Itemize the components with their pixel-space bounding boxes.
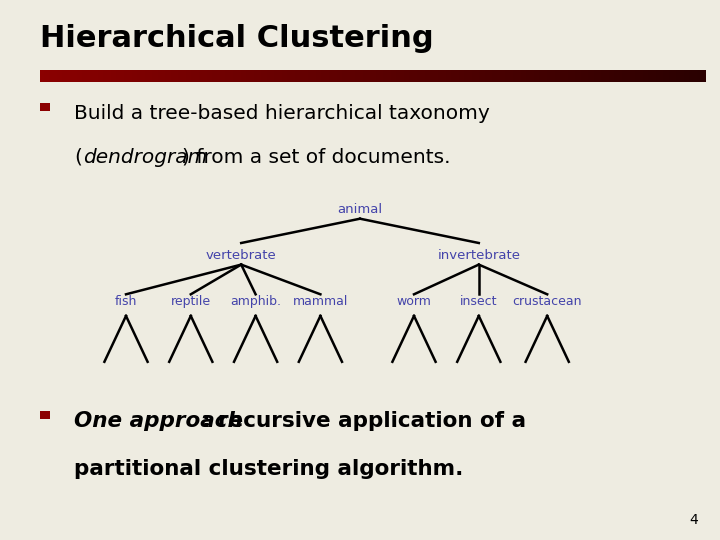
Text: (: ( [74,148,82,167]
Text: Hierarchical Clustering: Hierarchical Clustering [40,24,433,53]
Bar [40,411,50,418]
Text: One approach: One approach [74,411,243,431]
Text: reptile: reptile [171,295,211,308]
Text: vertebrate: vertebrate [206,249,276,262]
Text: Build a tree-based hierarchical taxonomy: Build a tree-based hierarchical taxonomy [74,104,490,123]
Text: worm: worm [397,295,431,308]
Text: partitional clustering algorithm.: partitional clustering algorithm. [74,459,464,479]
Text: : recursive application of a: : recursive application of a [202,411,526,431]
Text: dendrogram: dendrogram [83,148,207,167]
Text: crustacean: crustacean [513,295,582,308]
Text: 4: 4 [690,512,698,526]
Bar [40,103,50,111]
Text: animal: animal [338,203,382,216]
Text: invertebrate: invertebrate [437,249,521,262]
Text: fish: fish [114,295,138,308]
Text: insect: insect [460,295,498,308]
Text: mammal: mammal [293,295,348,308]
Text: amphib.: amphib. [230,295,281,308]
Text: ) from a set of documents.: ) from a set of documents. [182,148,451,167]
